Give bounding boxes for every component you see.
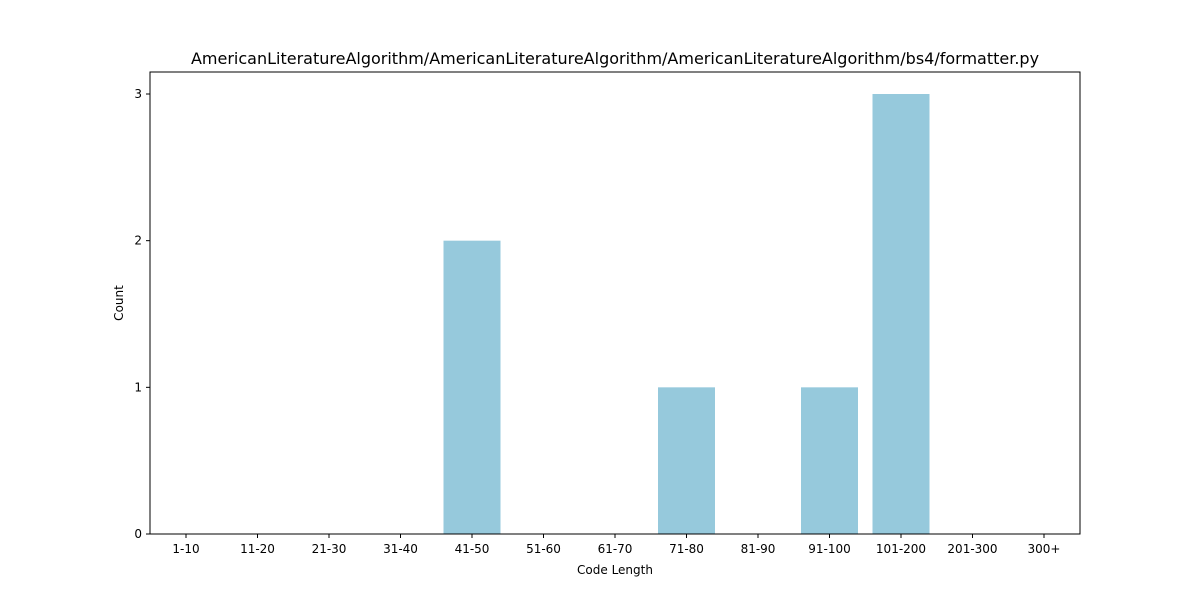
x-tick-label: 1-10 bbox=[172, 542, 199, 556]
x-tick-label: 11-20 bbox=[240, 542, 275, 556]
bar-71-80 bbox=[658, 387, 715, 534]
y-tick-label: 1 bbox=[134, 380, 142, 394]
x-tick-label: 31-40 bbox=[383, 542, 418, 556]
x-tick-label: 41-50 bbox=[455, 542, 490, 556]
x-tick-label: 81-90 bbox=[741, 542, 776, 556]
x-tick-label: 61-70 bbox=[598, 542, 633, 556]
bars-group bbox=[443, 94, 930, 534]
chart-title: AmericanLiteratureAlgorithm/AmericanLite… bbox=[191, 49, 1039, 68]
y-axis-label: Count bbox=[112, 285, 126, 321]
y-axis: 0 1 2 3 bbox=[134, 87, 150, 541]
x-tick-label: 300+ bbox=[1028, 542, 1061, 556]
bar-41-50 bbox=[443, 240, 501, 534]
y-tick-label: 0 bbox=[134, 527, 142, 541]
x-tick-label: 91-100 bbox=[808, 542, 851, 556]
bar-101-200 bbox=[872, 94, 930, 534]
bar-91-100 bbox=[801, 387, 858, 534]
x-axis-label: Code Length bbox=[577, 563, 653, 577]
plot-frame bbox=[149, 71, 1081, 535]
x-axis: 1-10 11-20 21-30 31-40 41-50 51-60 61-70 71-80 8… bbox=[172, 534, 1060, 556]
y-tick-label: 3 bbox=[134, 87, 142, 101]
x-tick-label: 101-200 bbox=[876, 542, 926, 556]
x-tick-label: 201-300 bbox=[947, 542, 997, 556]
x-tick-label: 71-80 bbox=[669, 542, 704, 556]
y-tick-label: 2 bbox=[134, 234, 142, 248]
x-tick-label: 21-30 bbox=[312, 542, 347, 556]
x-tick-label: 51-60 bbox=[526, 542, 561, 556]
